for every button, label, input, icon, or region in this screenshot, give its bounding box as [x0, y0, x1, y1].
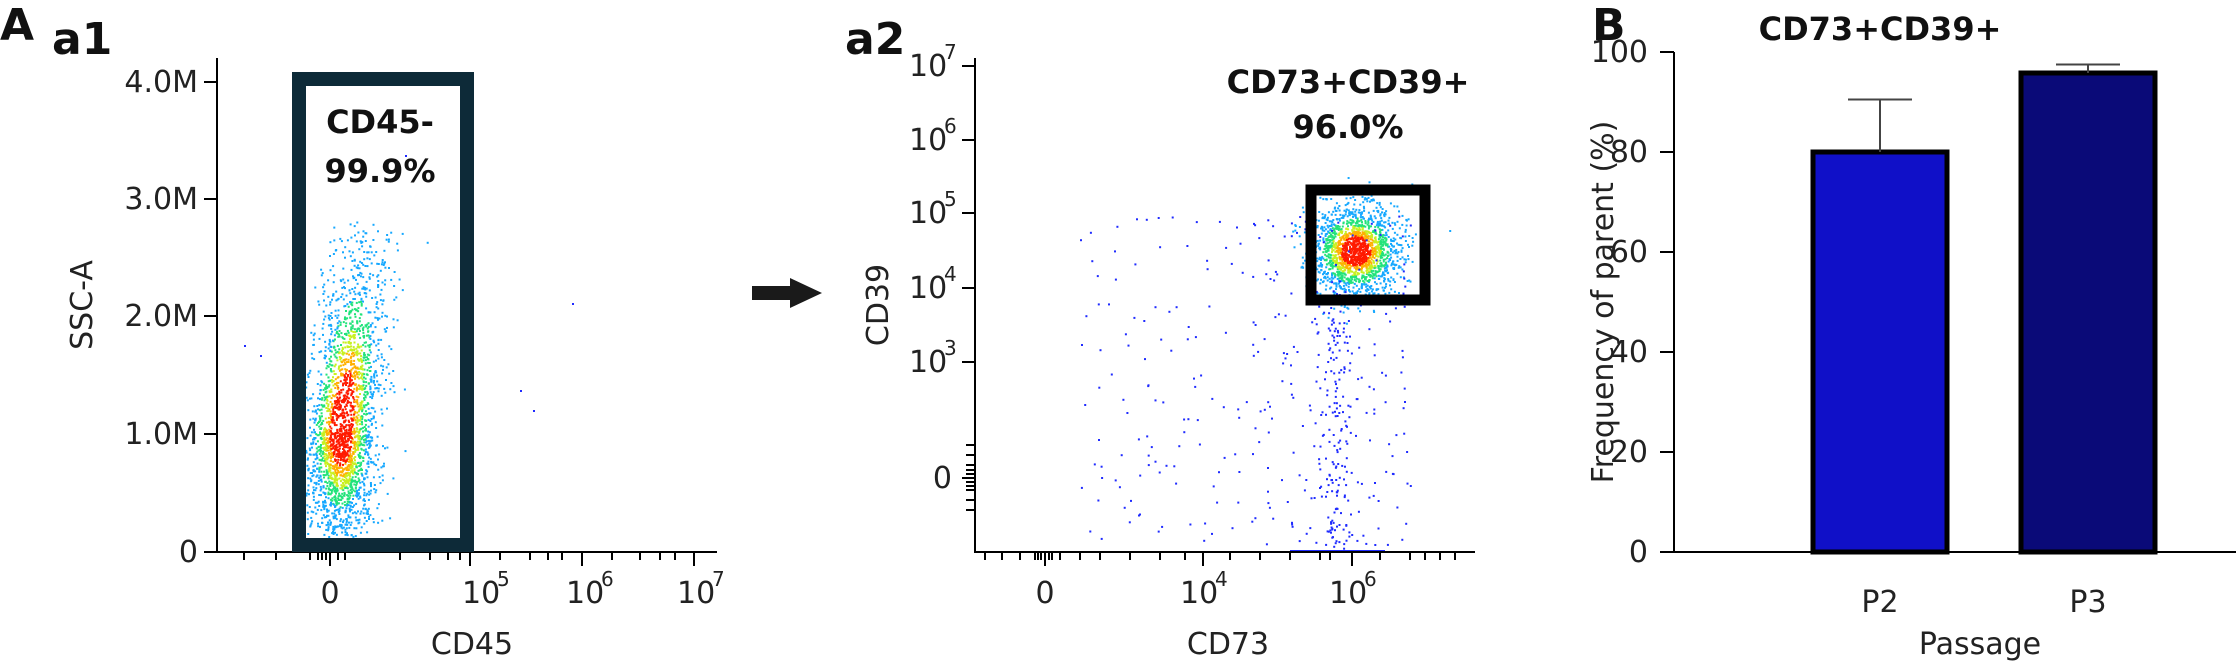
a1-xlabel: CD45 [431, 627, 513, 661]
a1-ytick-1: 1.0M [124, 417, 198, 452]
a1-gate-box [292, 72, 474, 552]
bar-xlabel: Passage [1919, 627, 2041, 661]
svg-text:10: 10 [909, 49, 947, 84]
a1-ytick-4: 4.0M [124, 65, 198, 100]
svg-text:6: 6 [601, 567, 614, 591]
svg-text:7: 7 [712, 567, 725, 591]
a2-ytick-3: 105 [909, 187, 957, 231]
svg-text:10: 10 [1180, 576, 1218, 611]
error-bar-P2 [1848, 98, 1912, 152]
panel-label-B: B [1592, 0, 1626, 51]
plot-a1: 0 1.0M 2.0M 3.0M 4.0M 0 105 106 107 CD45… [65, 58, 725, 661]
a2-ytick-minor [966, 444, 975, 511]
a2-gate-percent: 96.0% [1292, 108, 1403, 146]
a1-xtick-0: 0 [320, 576, 339, 611]
svg-text:10: 10 [462, 576, 500, 611]
a1-gate-percent: 99.9% [324, 152, 435, 190]
a1-ytick-3: 3.0M [124, 182, 198, 217]
a2-ytick-5: 107 [909, 40, 957, 84]
a2-density-dots [1080, 177, 1452, 553]
bar-ytick-0: 0 [1629, 535, 1648, 570]
arrow-icon [752, 278, 822, 308]
a1-density-dots [244, 155, 574, 547]
a1-gate-name: CD45- [326, 103, 434, 141]
error-bar-P3 [2056, 63, 2120, 73]
a2-xtick-2: 106 [1329, 567, 1377, 611]
a2-ytick-0: 0 [933, 461, 952, 496]
a1-xtick-2: 106 [566, 567, 614, 611]
svg-text:4: 4 [944, 262, 957, 286]
bar-ytick-marks [1660, 51, 1674, 553]
svg-text:10: 10 [909, 271, 947, 306]
a2-xtick-marks [984, 552, 1456, 566]
panel-label-A: A [0, 0, 34, 51]
a1-xtick-3: 107 [677, 567, 725, 611]
a2-xtick-0: 0 [1035, 576, 1054, 611]
a2-ytick-2: 104 [909, 262, 957, 306]
a2-ytick-4: 106 [909, 114, 957, 158]
panel-label-a2: a2 [845, 14, 905, 65]
bar-category-P2: P2 [1861, 585, 1898, 620]
plot-a2: 0 103 104 105 106 107 0 104 106 CD73 CD3… [861, 40, 1475, 661]
bar-ytick-4: 80 [1610, 135, 1648, 170]
svg-text:5: 5 [497, 567, 510, 591]
a2-ytick-1: 103 [909, 336, 957, 380]
svg-text:10: 10 [566, 576, 604, 611]
a1-xtick-1: 105 [462, 567, 510, 611]
svg-text:3: 3 [944, 336, 957, 360]
plot-B: CD73+CD39+ 0 20 40 60 80 100 P2 P3 Passa… [1586, 10, 2236, 661]
bar-P2 [1810, 149, 1950, 555]
a2-gate-box [1305, 184, 1431, 306]
a2-gate-name: CD73+CD39+ [1227, 63, 1470, 101]
a2-ylabel: CD39 [861, 264, 896, 346]
bar-ytick-1: 20 [1610, 435, 1648, 470]
a2-xlabel: CD73 [1187, 627, 1269, 661]
panel-label-a1: a1 [52, 14, 112, 65]
bar-category-P3: P3 [2069, 585, 2106, 620]
bar-ylabel: Frequency of parent (%) [1586, 121, 1621, 484]
bar-series [1810, 63, 2158, 555]
a1-xtick-marks [243, 552, 695, 566]
svg-text:10: 10 [909, 196, 947, 231]
bar-ytick-5: 100 [1591, 35, 1648, 70]
svg-text:10: 10 [909, 345, 947, 380]
svg-text:10: 10 [677, 576, 715, 611]
a2-xtick-1: 104 [1180, 567, 1228, 611]
a1-ylabel: SSC-A [65, 260, 100, 350]
svg-text:4: 4 [1215, 567, 1228, 591]
bar-title: CD73+CD39+ [1759, 10, 2002, 48]
a1-ytick-2: 2.0M [124, 299, 198, 334]
svg-text:6: 6 [1364, 567, 1377, 591]
svg-text:10: 10 [1329, 576, 1367, 611]
a2-axes [974, 58, 1475, 553]
bar-ytick-3: 60 [1610, 235, 1648, 270]
svg-text:10: 10 [909, 123, 947, 158]
svg-text:7: 7 [944, 40, 957, 64]
bar-ytick-2: 40 [1610, 335, 1648, 370]
svg-text:6: 6 [944, 114, 957, 138]
svg-text:5: 5 [944, 187, 957, 211]
bar-P3 [2018, 70, 2158, 555]
a1-ytick-0: 0 [179, 535, 198, 570]
